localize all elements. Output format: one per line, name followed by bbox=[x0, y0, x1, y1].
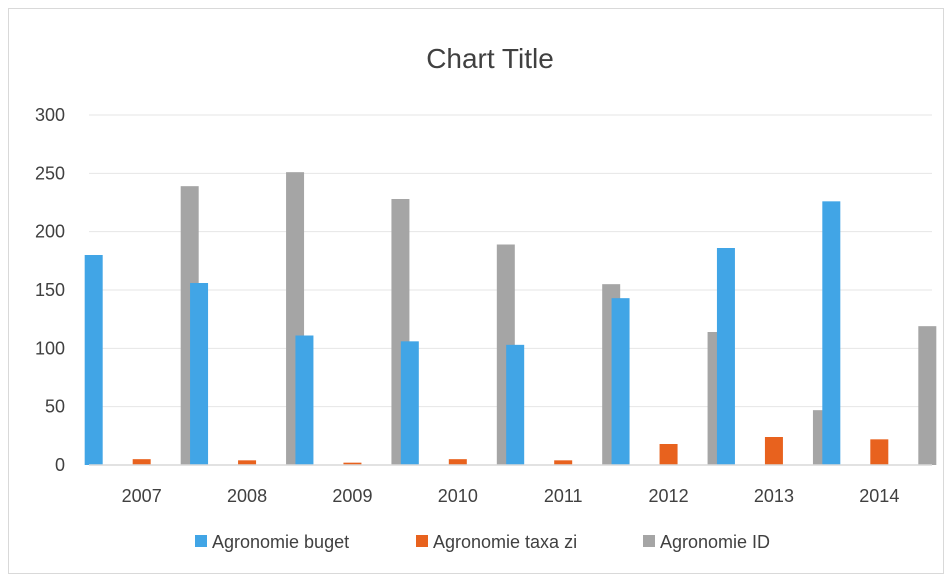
bar bbox=[295, 335, 314, 465]
bar bbox=[822, 201, 841, 466]
x-tick-label: 2013 bbox=[754, 486, 794, 506]
legend: Agronomie buget Agronomie taxa zi Agronomi… bbox=[195, 532, 770, 552]
x-tick-label: 2010 bbox=[438, 486, 478, 506]
bar bbox=[918, 326, 937, 465]
bar bbox=[343, 462, 362, 465]
legend-swatch bbox=[195, 535, 207, 547]
chart-area: Chart Title 0 50 100 150 200 250 300 2007 2008 2… bbox=[8, 8, 944, 574]
y-tick-label: 50 bbox=[45, 397, 65, 417]
bar bbox=[659, 444, 678, 465]
y-axis-tick-labels: 0 50 100 150 200 250 300 bbox=[35, 105, 65, 475]
bar bbox=[506, 344, 525, 465]
x-tick-label: 2014 bbox=[859, 486, 899, 506]
y-tick-label: 200 bbox=[35, 222, 65, 242]
x-tick-label: 2007 bbox=[122, 486, 162, 506]
bar bbox=[84, 255, 103, 465]
chart-title: Chart Title bbox=[426, 43, 554, 74]
x-tick-label: 2008 bbox=[227, 486, 267, 506]
bar bbox=[400, 341, 419, 465]
bar-series bbox=[84, 172, 937, 466]
x-tick-label: 2009 bbox=[332, 486, 372, 506]
bar bbox=[238, 460, 257, 465]
y-tick-label: 100 bbox=[35, 338, 65, 358]
x-tick-label: 2011 bbox=[544, 486, 583, 506]
x-axis-tick-labels: 2007 2008 2009 2010 2011 2012 2013 2014 bbox=[122, 486, 900, 506]
bar bbox=[554, 460, 573, 465]
y-tick-label: 150 bbox=[35, 280, 65, 300]
bar bbox=[870, 439, 889, 465]
legend-swatch bbox=[416, 535, 428, 547]
bar bbox=[190, 283, 209, 465]
bar bbox=[764, 437, 783, 465]
legend-label: Agronomie buget bbox=[212, 532, 349, 552]
y-tick-label: 0 bbox=[55, 455, 65, 475]
legend-swatch bbox=[643, 535, 655, 547]
bar bbox=[448, 459, 467, 465]
bar bbox=[611, 298, 630, 465]
y-tick-label: 300 bbox=[35, 105, 65, 125]
legend-label: Agronomie taxa zi bbox=[433, 532, 577, 552]
x-tick-label: 2012 bbox=[649, 486, 689, 506]
bar bbox=[716, 248, 735, 465]
y-tick-label: 250 bbox=[35, 163, 65, 183]
bar bbox=[132, 459, 151, 465]
legend-label: Agronomie ID bbox=[660, 532, 770, 552]
